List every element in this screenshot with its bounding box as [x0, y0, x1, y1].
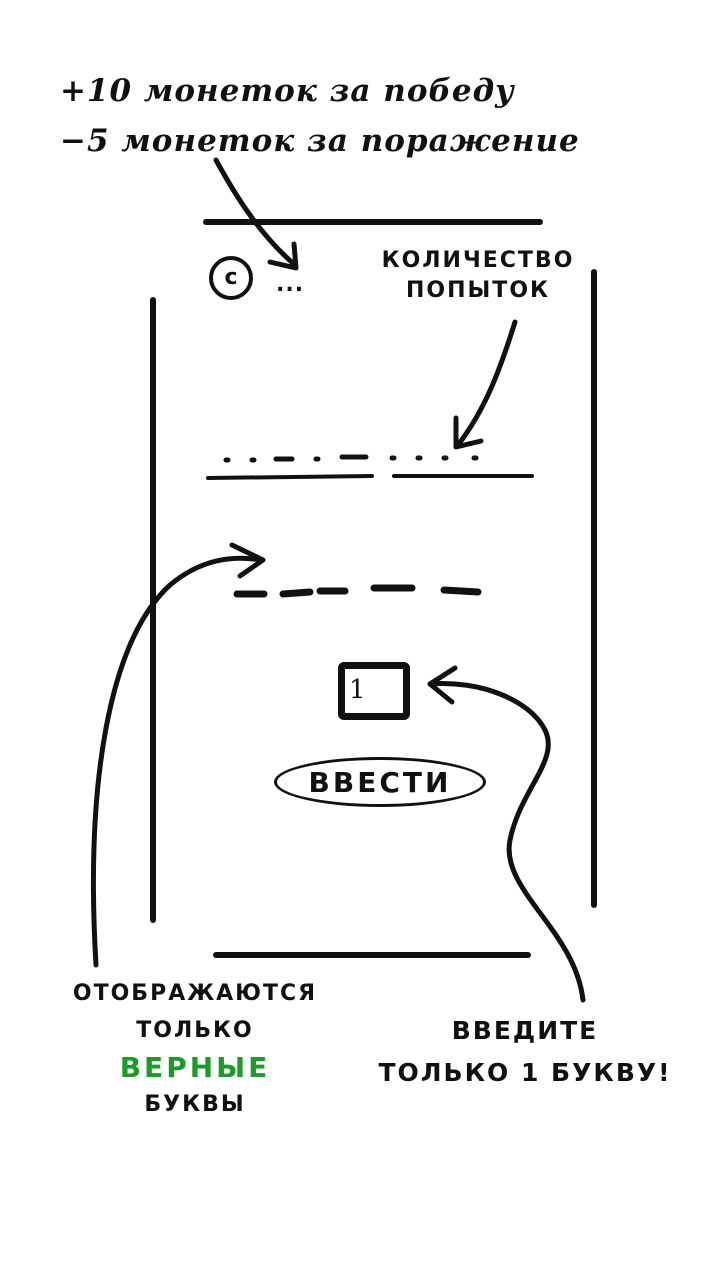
attempts-note-line2: попыток	[405, 278, 550, 303]
shown-letters-arrow	[90, 555, 265, 968]
enter-button[interactable]: ВВЕСТИ	[274, 757, 486, 807]
input-hint-arrow-head	[427, 665, 458, 705]
attempts-underline-left	[206, 474, 374, 480]
shown-letters-arrow-head	[229, 542, 266, 579]
input-hint-line1: введите	[451, 1016, 599, 1045]
shown-note-highlight: верные	[119, 1051, 271, 1084]
coin-rules-note: +10 монеток за победу −5 монеток за пора…	[60, 66, 580, 166]
letter-input[interactable]	[349, 671, 399, 709]
shown-note-line2: только	[136, 1018, 254, 1043]
input-hint-line2: только 1 букву!	[378, 1058, 672, 1087]
letter-input-box	[338, 662, 410, 720]
reward-win-text: +10 монеток за победу	[60, 73, 515, 109]
coin-count: ...	[276, 272, 305, 297]
word-letter-slots	[233, 584, 482, 598]
attempts-note-line1: количество	[381, 248, 575, 273]
shown-note-line4: буквы	[144, 1092, 246, 1117]
penalty-loss-text: −5 монеток за поражение	[60, 123, 580, 159]
attempts-arrow	[455, 319, 518, 448]
shown-letters-note: отображаются только верные буквы	[40, 975, 350, 1123]
reward-arrow-head	[267, 241, 299, 271]
attempts-dots	[223, 454, 479, 463]
coin-icon: c	[209, 256, 253, 300]
attempts-note: количество попыток	[368, 246, 588, 306]
input-hint-arrow	[427, 680, 586, 1003]
attempts-arrow-head	[453, 415, 484, 450]
shown-note-line1: отображаются	[72, 981, 318, 1006]
input-hint-note: введите только 1 букву!	[350, 1010, 700, 1094]
reward-arrow	[213, 157, 298, 268]
